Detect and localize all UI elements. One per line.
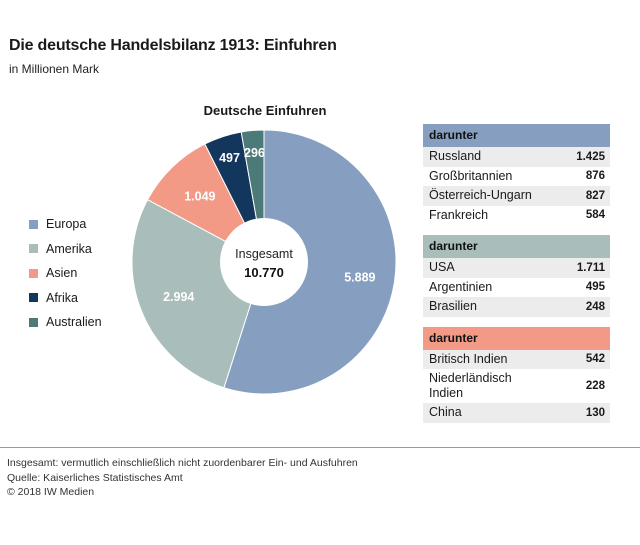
page-title: Die deutsche Handelsbilanz 1913: Einfuhr…	[9, 37, 337, 54]
breakdown-table: darunter Britisch Indien 542 Niederländisch…	[423, 326, 610, 423]
table-row: Österreich-Ungarn 827	[423, 186, 610, 206]
row-value: 1.711	[576, 261, 605, 274]
row-value: 228	[585, 380, 605, 392]
footer-copyright: © 2018 IW Medien	[7, 486, 95, 498]
table-row: Großbritannien 876	[423, 166, 610, 186]
row-value: 495	[585, 281, 605, 294]
legend-swatch	[29, 317, 38, 327]
legend-item: Asien	[29, 261, 102, 286]
table-row: USA 1.711	[423, 258, 610, 278]
slice-label-asien: 1.049	[184, 190, 215, 204]
legend-item: Amerika	[29, 237, 102, 262]
row-name: Britisch Indien	[429, 351, 508, 366]
legend-item: Australien	[29, 310, 102, 335]
breakdown-table: darunter USA 1.711 Argentinien 495 Brasilien 2…	[423, 235, 610, 317]
slice-label-afrika: 497	[219, 151, 240, 165]
row-value: 542	[585, 353, 605, 366]
row-name: Russland	[429, 149, 482, 164]
center-value: 10.770	[244, 265, 284, 280]
table-row: Frankreich 584	[423, 205, 610, 225]
legend-item: Europa	[29, 212, 102, 237]
breakdown-tables: darunter Russland 1.425 Großbritannien 876 Ös…	[423, 124, 610, 433]
row-value: 248	[585, 300, 605, 313]
slice-label-australien: 296	[244, 146, 265, 160]
row-name: Frankreich	[429, 207, 489, 222]
legend-swatch	[29, 219, 38, 229]
table-header: darunter	[423, 326, 610, 350]
row-name: USA	[429, 260, 455, 275]
donut-hole	[220, 218, 308, 306]
table-header: darunter	[423, 124, 610, 147]
chart-legend: Europa Amerika Asien Afrika Australien	[29, 212, 102, 335]
row-name: Argentinien	[429, 279, 493, 294]
table-row: China 130	[423, 403, 610, 423]
row-value: 1.425	[576, 150, 605, 163]
table-header: darunter	[423, 235, 610, 258]
legend-label: Asien	[46, 266, 78, 281]
slice-label-europa: 5.889	[344, 270, 375, 284]
footer: Insgesamt: vermutlich einschließlich nic…	[7, 456, 358, 500]
table-row: Niederländisch Indien 228	[423, 369, 610, 403]
pie-slice-europa	[223, 129, 397, 395]
chart-title: Deutsche Einfuhren	[203, 103, 327, 118]
legend-label: Australien	[46, 315, 102, 330]
row-value: 130	[585, 406, 605, 419]
row-value: 827	[585, 189, 605, 202]
legend-label: Europa	[46, 217, 87, 232]
table-row: Brasilien 248	[423, 297, 610, 317]
legend-label: Afrika	[46, 290, 78, 305]
table-row: Argentinien 495	[423, 277, 610, 297]
footer-divider	[0, 447, 640, 448]
row-name: Österreich-Ungarn	[429, 188, 532, 203]
row-name: Niederländisch Indien	[429, 371, 512, 400]
footer-note: Insgesamt: vermutlich einschließlich nic…	[7, 457, 358, 469]
legend-swatch	[29, 293, 38, 303]
table-row: Russland 1.425	[423, 147, 610, 167]
row-name: China	[429, 405, 462, 420]
center-label: Insgesamt	[235, 247, 293, 261]
legend-swatch	[29, 268, 38, 278]
row-name: Großbritannien	[429, 168, 513, 183]
legend-swatch	[29, 244, 38, 254]
table-row: Britisch Indien 542	[423, 349, 610, 369]
row-value: 876	[585, 170, 605, 183]
breakdown-table: darunter Russland 1.425 Großbritannien 876 Ös…	[423, 124, 610, 225]
row-value: 584	[585, 209, 605, 222]
legend-item: Afrika	[29, 286, 102, 311]
page-subtitle: in Millionen Mark	[9, 62, 100, 76]
footer-source: Quelle: Kaiserliches Statistisches Amt	[7, 471, 183, 484]
legend-label: Amerika	[46, 241, 92, 256]
slice-label-amerika: 2.994	[163, 290, 194, 304]
row-name: Brasilien	[429, 299, 477, 314]
